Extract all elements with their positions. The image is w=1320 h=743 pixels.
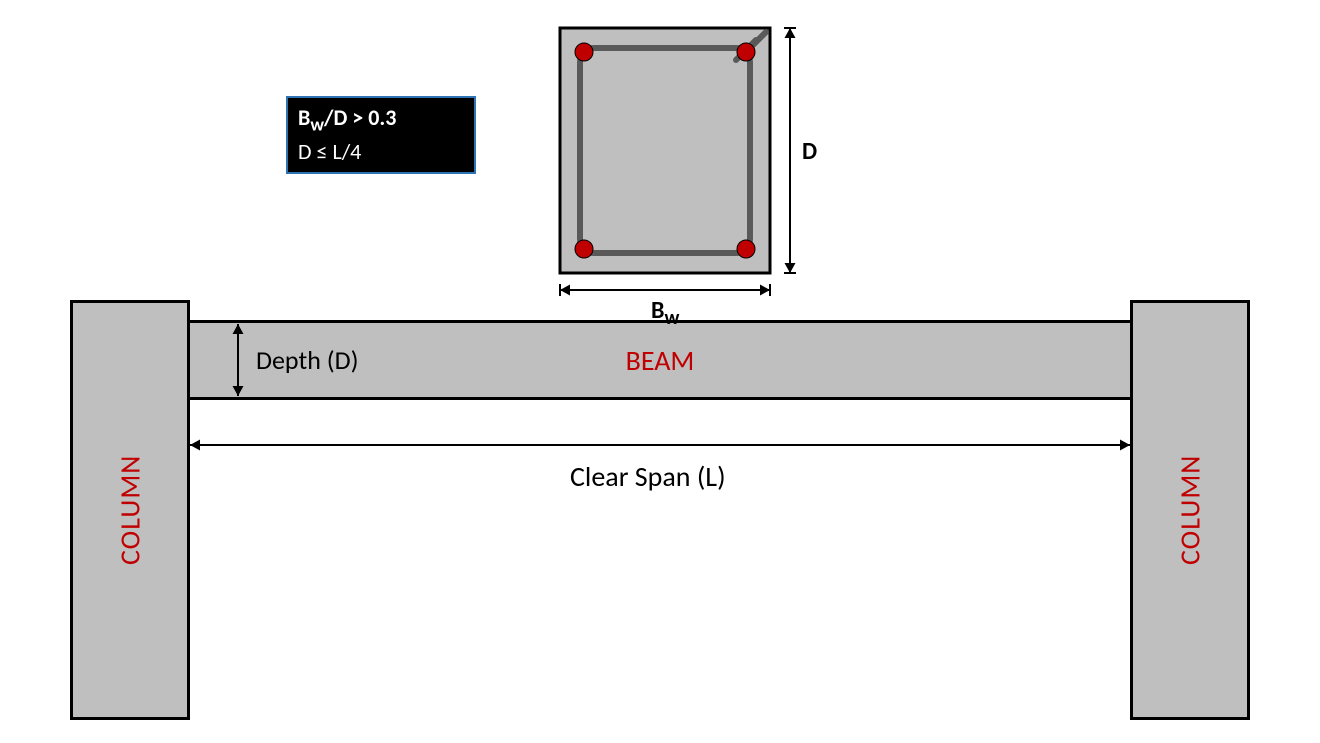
diagram-svg [0, 0, 1320, 743]
